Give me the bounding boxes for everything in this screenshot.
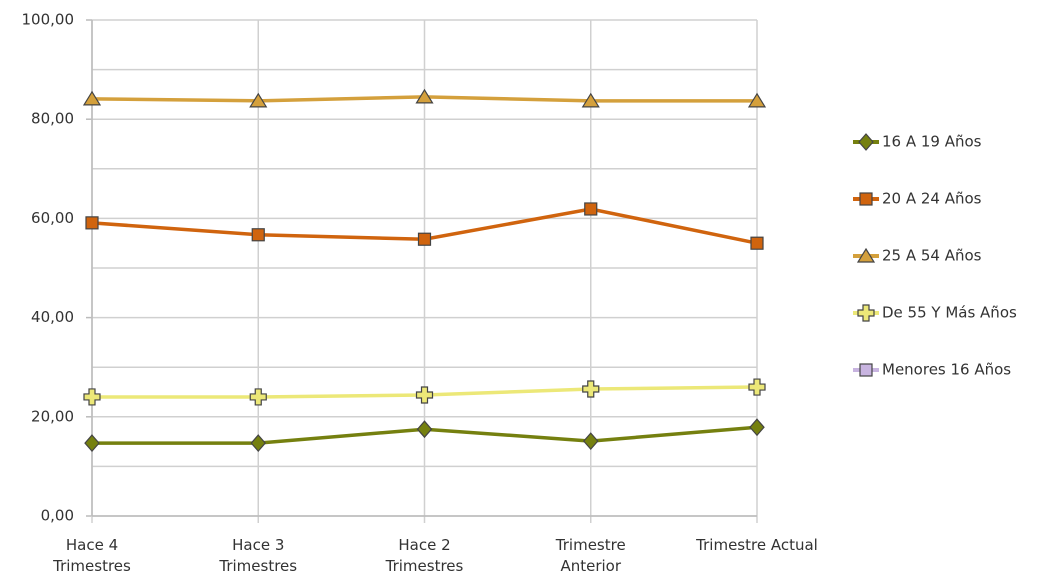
marker xyxy=(249,92,268,108)
marker xyxy=(249,388,267,406)
marker xyxy=(582,380,600,398)
legend-label: 25 A 54 Años xyxy=(882,247,982,265)
marker xyxy=(748,378,766,396)
x-tick-label: Hace 3 Trimestres xyxy=(218,536,297,575)
marker xyxy=(250,434,267,452)
marker xyxy=(415,88,434,104)
legend-marker xyxy=(858,133,874,151)
marker xyxy=(581,92,600,108)
marker xyxy=(85,216,99,230)
y-tick-label: 80,00 xyxy=(31,110,74,128)
x-tick-label: Hace 4 Trimestres xyxy=(52,536,131,575)
legend-marker xyxy=(857,304,875,322)
y-tick-label: 0,00 xyxy=(41,507,74,525)
marker xyxy=(415,386,434,404)
legend-label: 20 A 24 Años xyxy=(882,190,982,208)
legend-label: Menores 16 Años xyxy=(882,361,1011,379)
legend-marker xyxy=(859,363,873,377)
x-tick-label: Hace 2 Trimestres xyxy=(385,536,464,575)
legend-label: De 55 Y Más Años xyxy=(882,304,1017,322)
y-tick-label: 20,00 xyxy=(31,407,74,425)
marker xyxy=(84,434,100,452)
legend-label: 16 A 19 Años xyxy=(882,133,982,151)
marker xyxy=(251,228,265,242)
x-tick-label: Trimestre Actual xyxy=(695,536,818,554)
marker xyxy=(82,90,102,106)
marker xyxy=(750,236,764,250)
legend-marker xyxy=(859,192,873,206)
marker xyxy=(747,92,767,108)
marker xyxy=(416,420,433,439)
y-tick-label: 40,00 xyxy=(31,308,74,326)
legend-marker xyxy=(856,247,876,263)
marker xyxy=(582,432,599,451)
marker xyxy=(749,418,765,437)
marker xyxy=(83,388,101,406)
marker xyxy=(417,232,432,246)
y-tick-label: 100,00 xyxy=(22,11,75,29)
x-tick-label: Trimestre Anterior xyxy=(555,536,626,575)
y-tick-label: 60,00 xyxy=(31,209,74,227)
marker xyxy=(584,202,598,216)
